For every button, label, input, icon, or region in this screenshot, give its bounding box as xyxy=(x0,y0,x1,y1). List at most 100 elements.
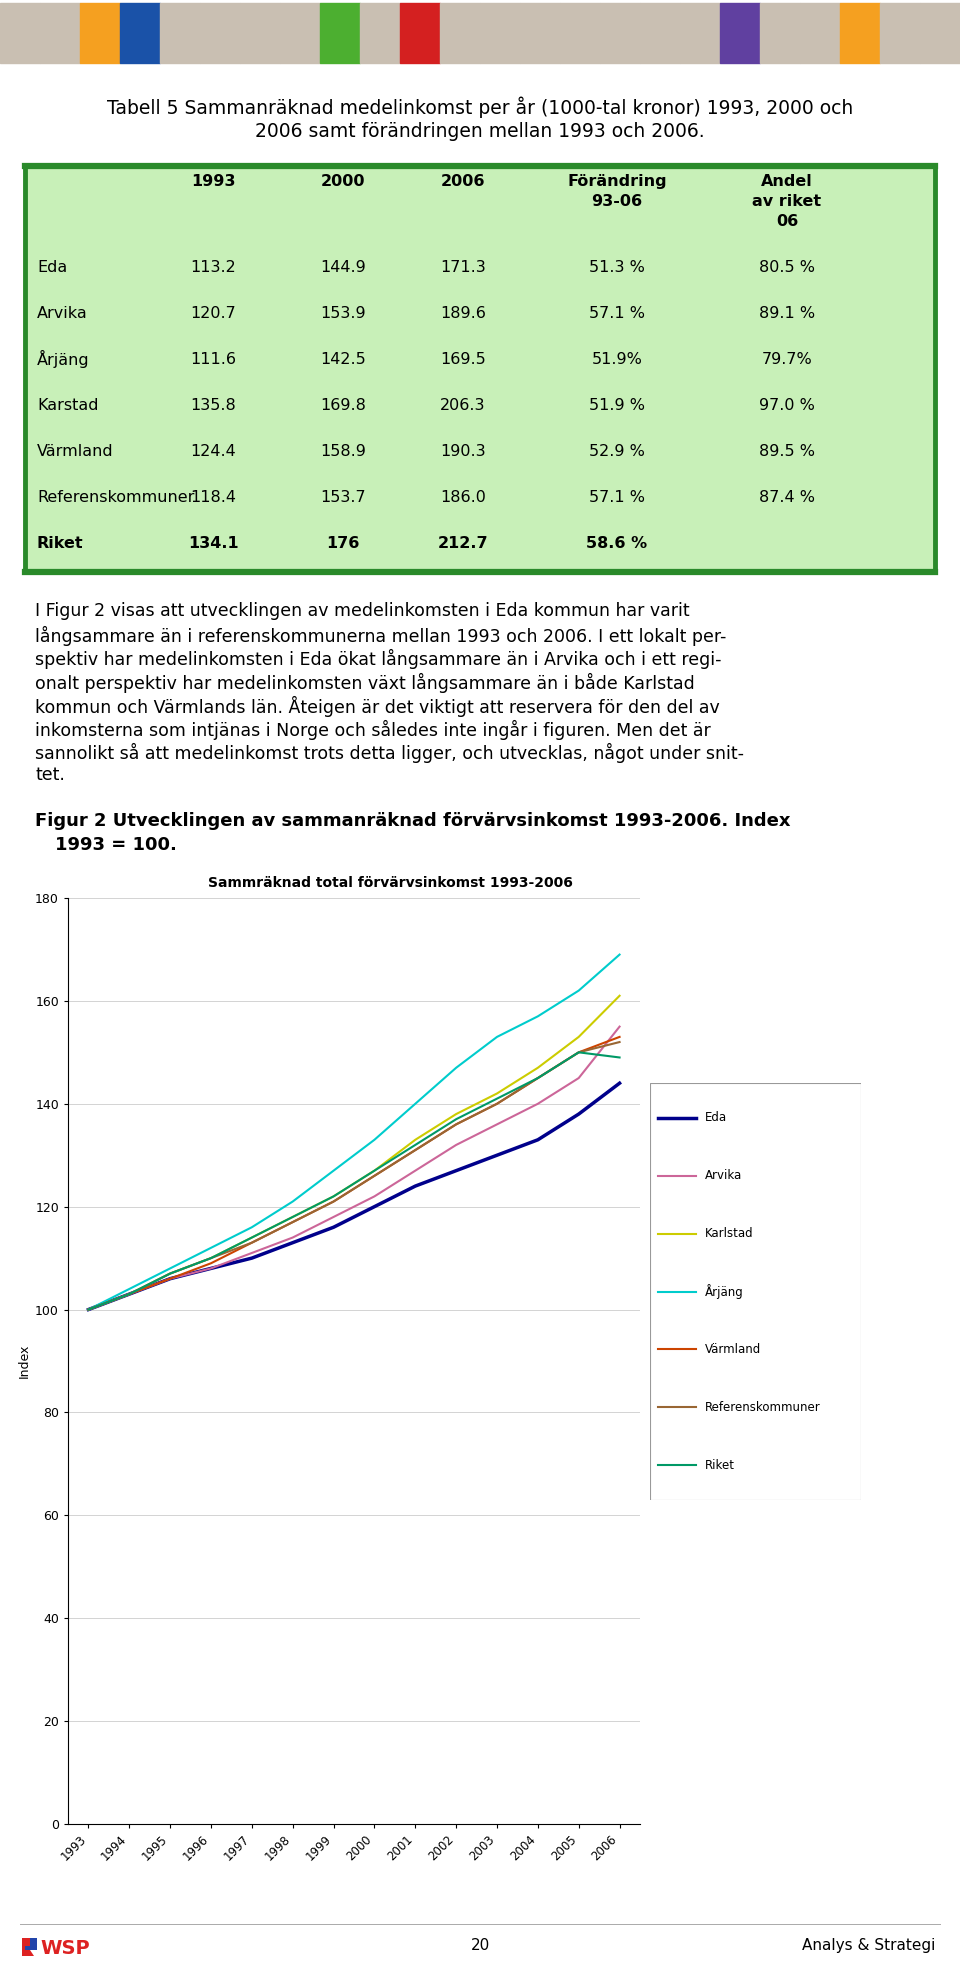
Text: Analys & Strategi: Analys & Strategi xyxy=(802,1937,935,1953)
Bar xyxy=(0,4,40,63)
Riket xyxy=(205,1247,217,1271)
Värmland xyxy=(369,1164,380,1187)
Värmland xyxy=(573,1041,585,1065)
Referenskommuner xyxy=(613,1031,625,1055)
Riket xyxy=(164,1263,176,1286)
Text: 57.1 %: 57.1 % xyxy=(589,489,645,505)
Eda xyxy=(124,1282,135,1306)
Text: 120.7: 120.7 xyxy=(190,305,236,321)
Värmland xyxy=(410,1138,421,1162)
Årjäng xyxy=(287,1189,299,1213)
Text: Karlstad: Karlstad xyxy=(705,1227,754,1241)
Text: 135.8: 135.8 xyxy=(190,398,236,412)
Referenskommuner xyxy=(287,1211,299,1235)
Referenskommuner xyxy=(327,1189,339,1213)
Värmland xyxy=(164,1267,176,1290)
Text: 124.4: 124.4 xyxy=(190,443,236,459)
Eda xyxy=(450,1160,462,1183)
Text: 176: 176 xyxy=(326,536,360,550)
Text: onalt perspektiv har medelinkomsten växt långsammare än i både Karlstad: onalt perspektiv har medelinkomsten växt… xyxy=(35,673,695,693)
Årjäng xyxy=(205,1237,217,1261)
Text: 2006: 2006 xyxy=(441,174,485,190)
Text: I Figur 2 visas att utvecklingen av medelinkomsten i Eda kommun har varit: I Figur 2 visas att utvecklingen av mede… xyxy=(35,602,689,619)
Text: 51.9 %: 51.9 % xyxy=(589,398,645,412)
Karlstad xyxy=(369,1160,380,1183)
Text: Karstad: Karstad xyxy=(37,398,99,412)
Riket xyxy=(124,1282,135,1306)
Referenskommuner xyxy=(492,1092,503,1116)
Eda xyxy=(532,1128,543,1152)
Bar xyxy=(400,4,440,63)
Text: 57.1 %: 57.1 % xyxy=(589,305,645,321)
Text: 169.8: 169.8 xyxy=(320,398,366,412)
Eda xyxy=(410,1174,421,1197)
Karlstad xyxy=(246,1225,257,1249)
Text: 111.6: 111.6 xyxy=(190,352,236,366)
Årjäng xyxy=(450,1057,462,1081)
Eda xyxy=(573,1102,585,1126)
Polygon shape xyxy=(22,1937,34,1955)
Karlstad xyxy=(410,1128,421,1152)
Referenskommuner xyxy=(205,1247,217,1271)
Bar xyxy=(160,4,200,63)
Text: 20: 20 xyxy=(470,1937,490,1953)
Text: Riket: Riket xyxy=(37,536,84,550)
Arvika xyxy=(83,1298,94,1322)
Karlstad xyxy=(492,1083,503,1106)
Årjäng xyxy=(124,1276,135,1300)
Text: Årjäng: Årjäng xyxy=(37,350,89,368)
Text: sannolikt så att medelinkomst trots detta ligger, och utvecklas, något under sni: sannolikt så att medelinkomst trots dett… xyxy=(35,742,744,764)
Årjäng xyxy=(532,1005,543,1029)
Text: 153.9: 153.9 xyxy=(321,305,366,321)
Bar xyxy=(200,4,240,63)
Eda xyxy=(613,1071,625,1094)
Bar xyxy=(600,4,640,63)
Text: 142.5: 142.5 xyxy=(320,352,366,366)
Text: 118.4: 118.4 xyxy=(190,489,236,505)
Text: Förändring
93-06: Förändring 93-06 xyxy=(567,174,667,210)
Text: 80.5 %: 80.5 % xyxy=(759,259,815,275)
Karlstad xyxy=(124,1282,135,1306)
Bar xyxy=(680,4,720,63)
Arvika xyxy=(287,1225,299,1249)
Referenskommuner xyxy=(164,1263,176,1286)
Karlstad xyxy=(287,1205,299,1229)
Referenskommuner xyxy=(532,1067,543,1090)
Karlstad xyxy=(327,1185,339,1209)
Riket xyxy=(369,1160,380,1183)
Bar xyxy=(560,4,600,63)
Arvika xyxy=(492,1112,503,1136)
Referenskommuner xyxy=(246,1231,257,1255)
Text: kommun och Värmlands län. Åteigen är det viktigt att reservera för den del av: kommun och Värmlands län. Åteigen är det… xyxy=(35,697,720,716)
Eda xyxy=(369,1195,380,1219)
Värmland xyxy=(205,1251,217,1274)
Arvika xyxy=(410,1160,421,1183)
Text: 51.3 %: 51.3 % xyxy=(589,259,645,275)
Text: 189.6: 189.6 xyxy=(440,305,486,321)
Text: Eda: Eda xyxy=(37,259,67,275)
Arvika xyxy=(573,1067,585,1090)
FancyBboxPatch shape xyxy=(25,166,935,572)
Bar xyxy=(480,4,520,63)
Bar xyxy=(25,1937,37,1949)
Riket xyxy=(573,1041,585,1065)
Årjäng xyxy=(410,1092,421,1116)
Riket xyxy=(327,1185,339,1209)
Arvika xyxy=(205,1257,217,1280)
Riket xyxy=(532,1067,543,1090)
Värmland xyxy=(492,1092,503,1116)
Riket xyxy=(492,1086,503,1110)
Bar xyxy=(720,4,760,63)
Arvika xyxy=(369,1185,380,1209)
Bar xyxy=(40,4,80,63)
Referenskommuner xyxy=(573,1041,585,1065)
Bar xyxy=(880,4,920,63)
Arvika xyxy=(327,1205,339,1229)
Text: 153.7: 153.7 xyxy=(321,489,366,505)
Årjäng xyxy=(613,942,625,966)
Text: WSP: WSP xyxy=(40,1939,89,1957)
Text: spektiv har medelinkomsten i Eda ökat långsammare än i Arvika och i ett regi-: spektiv har medelinkomsten i Eda ökat lå… xyxy=(35,649,722,669)
Eda xyxy=(164,1267,176,1290)
Line: Årjäng: Årjäng xyxy=(88,954,619,1310)
Riket xyxy=(410,1134,421,1158)
